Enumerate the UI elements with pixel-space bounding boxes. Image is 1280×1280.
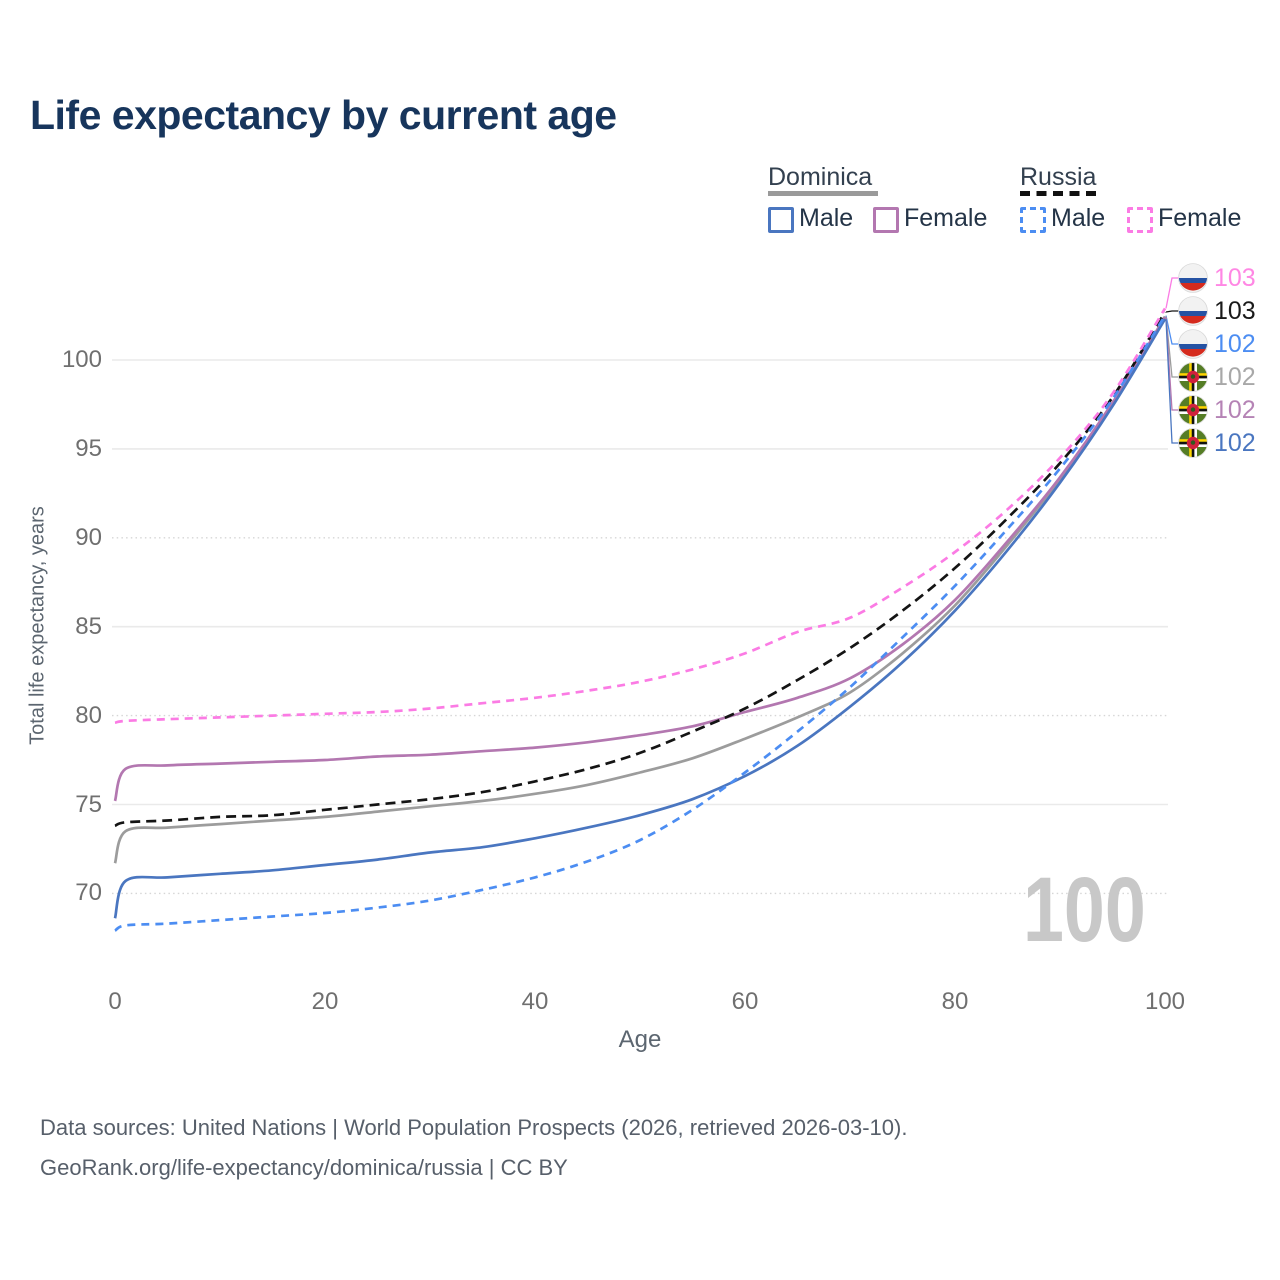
legend-underline-russia xyxy=(1020,191,1096,196)
end-label-value-dominica_male: 102 xyxy=(1214,429,1256,457)
dominica-flag-icon xyxy=(1178,395,1208,425)
end-label-value-dominica_total: 102 xyxy=(1214,363,1256,391)
x-tick-20: 20 xyxy=(311,988,339,1015)
legend-item-russia-female[interactable]: Female xyxy=(1127,204,1241,234)
end-label-value-russia_female: 103 xyxy=(1214,264,1256,292)
legend-swatch-icon xyxy=(768,207,794,233)
end-label-value-russia_male: 102 xyxy=(1214,330,1256,358)
dominica-flag-icon xyxy=(1178,362,1208,392)
series-line-dominica_male xyxy=(113,318,1167,919)
russia-flag-icon xyxy=(1178,329,1208,359)
page-title: Life expectancy by current age xyxy=(30,92,617,138)
series-line-russia_total xyxy=(114,311,1167,828)
legend-item-russia-male[interactable]: Male xyxy=(1020,204,1120,234)
series-line-russia_female xyxy=(114,307,1167,725)
y-tick-95: 95 xyxy=(75,434,102,462)
chart-footer: Data sources: United Nations | World Pop… xyxy=(40,1108,907,1188)
age-watermark: 100 xyxy=(1023,859,1146,961)
series-line-dominica_total xyxy=(113,315,1167,864)
end-label-connector-dominica_total xyxy=(1165,316,1179,378)
legend-item-label: Male xyxy=(799,204,854,232)
x-axis-title: Age xyxy=(618,1026,662,1053)
dominica-flag-icon xyxy=(1178,428,1208,458)
legend-swatch-icon xyxy=(873,207,899,233)
end-label-value-dominica_female: 102 xyxy=(1214,396,1256,424)
end-label-value-russia_total: 103 xyxy=(1214,297,1256,325)
legend-item-dominica-female[interactable]: Female xyxy=(873,204,987,234)
russia-flag-icon xyxy=(1178,296,1208,326)
russia-flag-icon xyxy=(1178,263,1208,293)
y-tick-90: 90 xyxy=(75,523,102,551)
end-label-connector-russia_male xyxy=(1165,315,1179,345)
legend-group-dominica: Dominica xyxy=(768,163,873,191)
footer-attribution: GeoRank.org/life-expectancy/dominica/rus… xyxy=(40,1155,568,1180)
series-line-dominica_female xyxy=(113,316,1167,802)
legend-item-dominica-male[interactable]: Male xyxy=(768,204,868,234)
x-tick-100: 100 xyxy=(1144,988,1186,1015)
y-tick-100: 100 xyxy=(61,346,102,373)
x-tick-60: 60 xyxy=(731,988,759,1015)
x-tick-40: 40 xyxy=(521,988,549,1015)
legend-group-russia: Russia xyxy=(1020,163,1097,191)
x-tick-0: 0 xyxy=(108,988,122,1015)
legend-swatch-icon xyxy=(1127,207,1153,233)
end-label-connector-russia_total xyxy=(1165,310,1179,313)
footer-data-sources: Data sources: United Nations | World Pop… xyxy=(40,1115,908,1140)
y-tick-70: 70 xyxy=(75,879,102,907)
legend-item-label: Female xyxy=(904,204,988,232)
series-line-russia_male xyxy=(114,314,1167,932)
legend-item-label: Female xyxy=(1158,204,1242,232)
legend-item-label: Male xyxy=(1051,204,1106,232)
end-label-connector-dominica_male xyxy=(1165,319,1179,444)
y-tick-80: 80 xyxy=(75,701,102,729)
end-label-connector-russia_female xyxy=(1165,277,1179,309)
legend-underline-dominica xyxy=(768,191,878,196)
x-tick-80: 80 xyxy=(941,988,969,1015)
legend-swatch-icon xyxy=(1020,207,1046,233)
y-tick-75: 75 xyxy=(75,790,102,818)
y-tick-85: 85 xyxy=(75,612,102,640)
